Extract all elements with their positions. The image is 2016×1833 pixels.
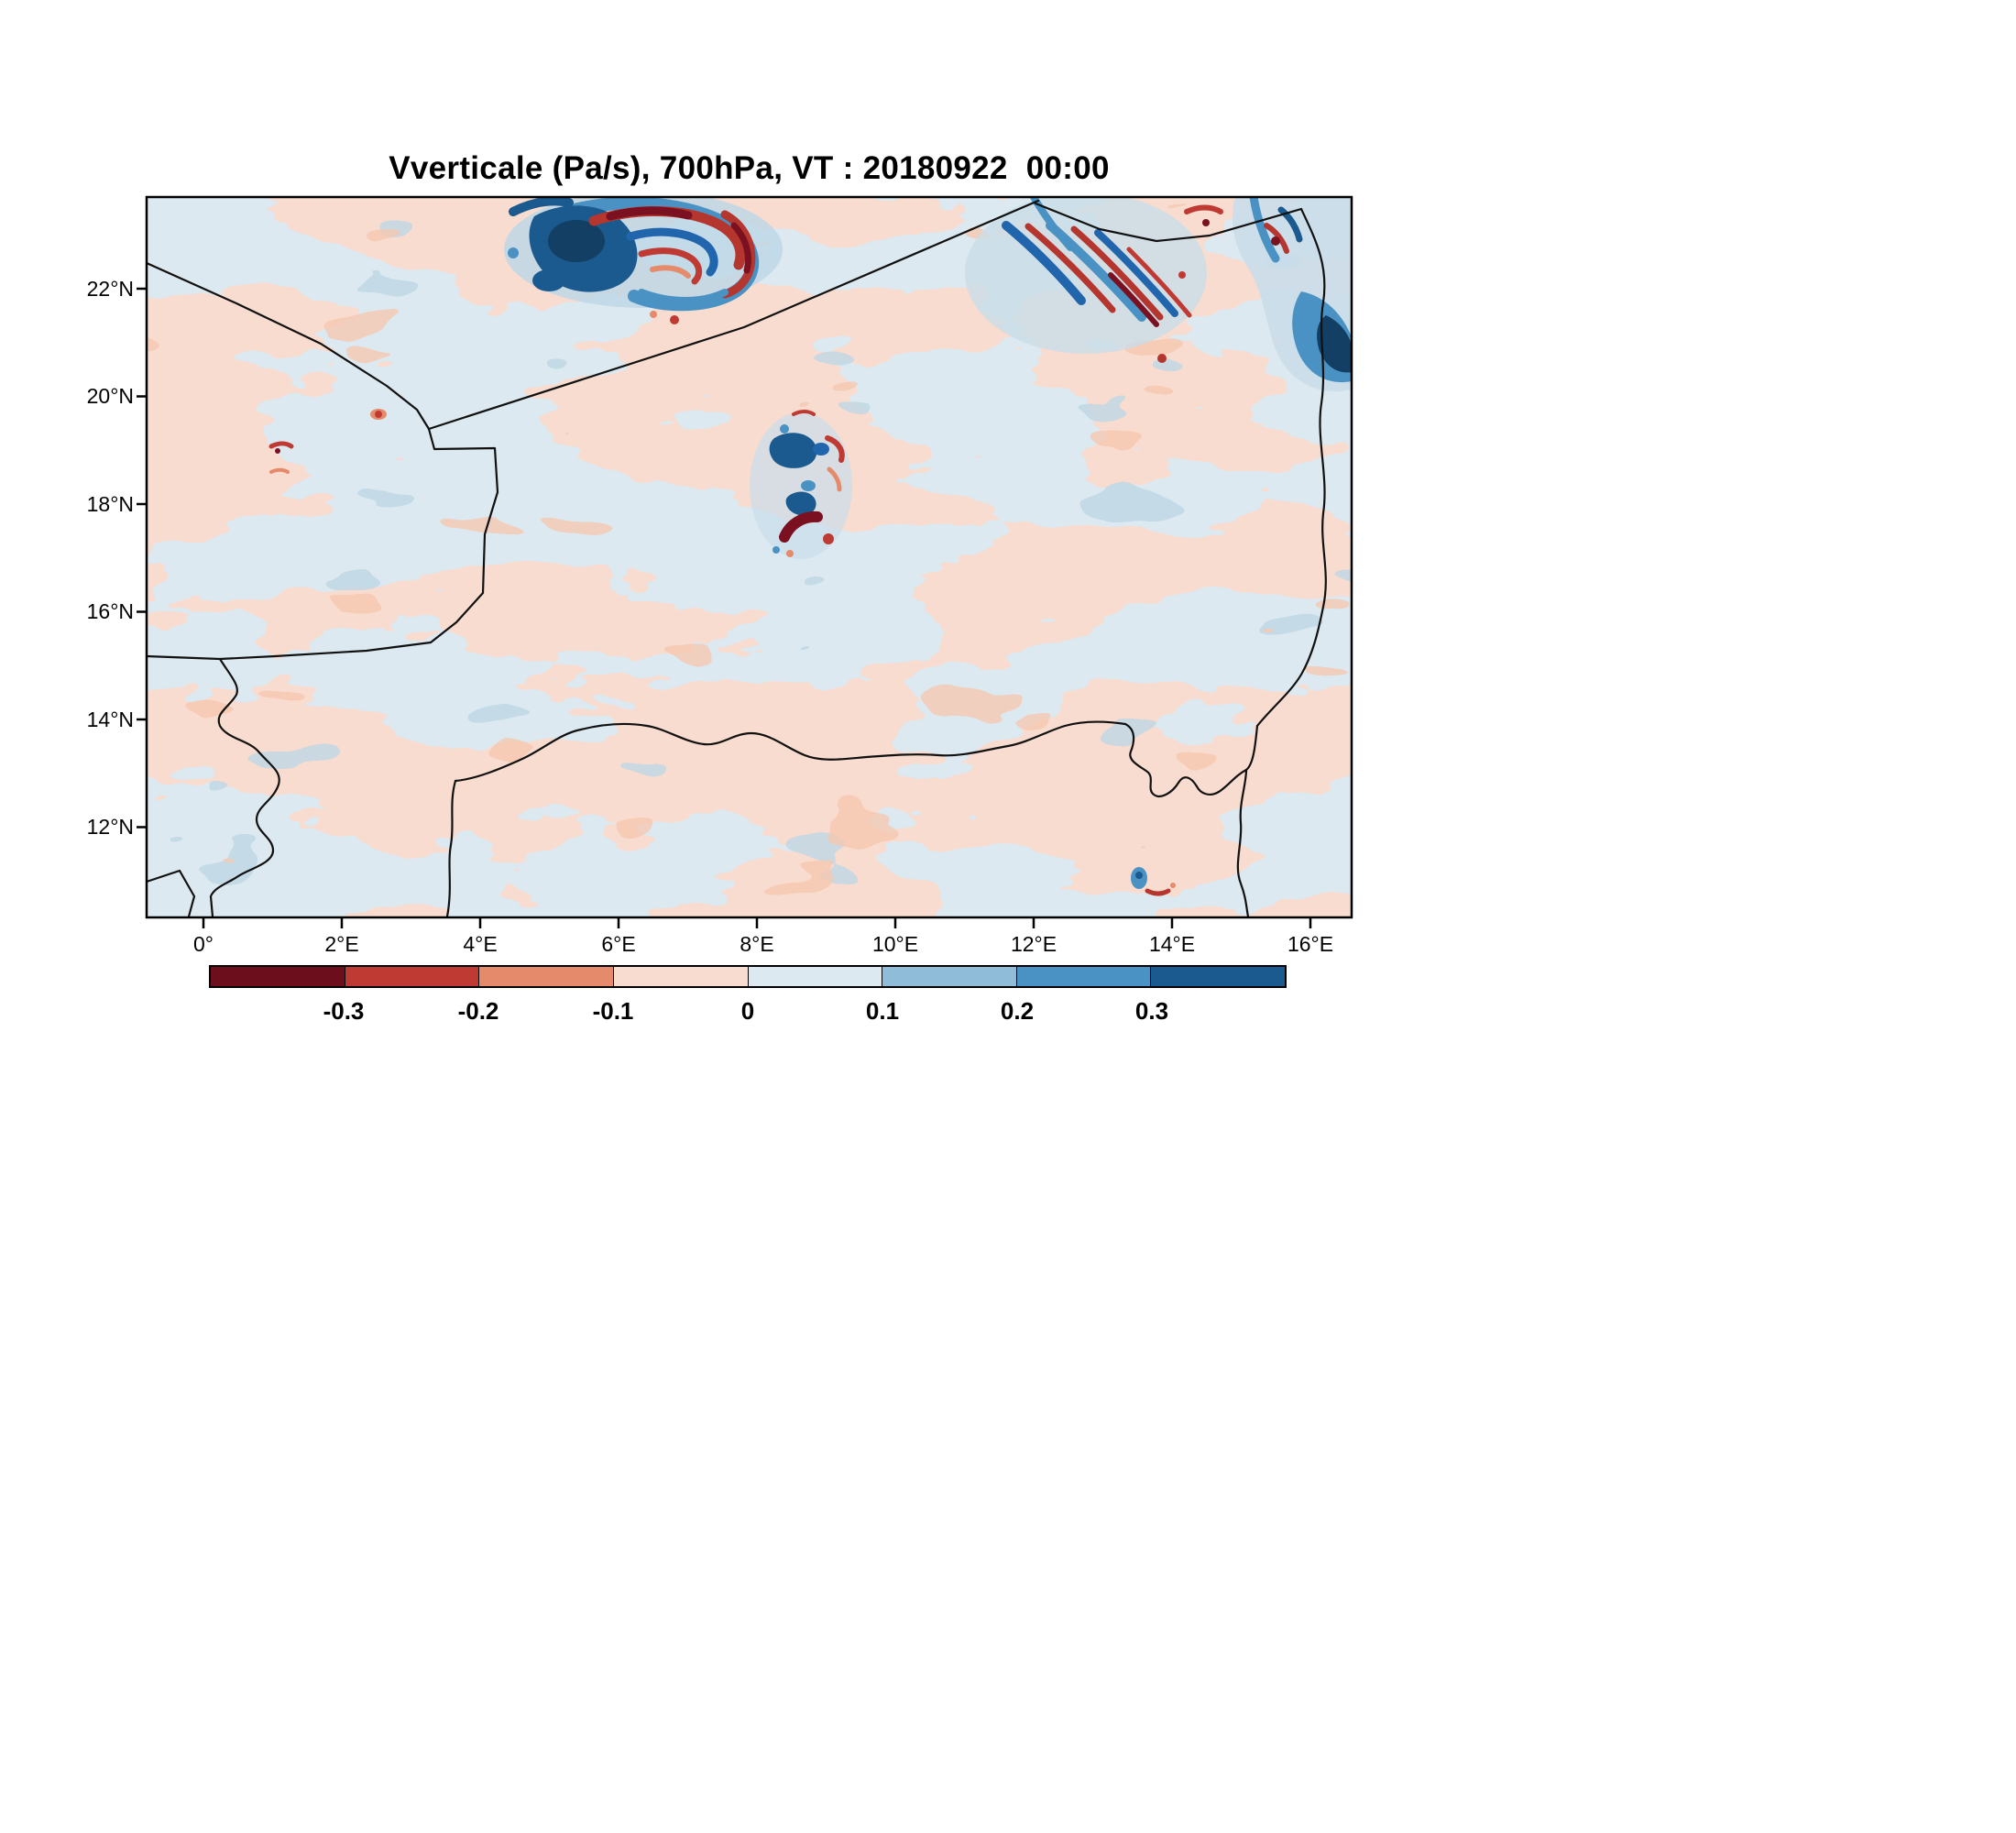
x-tick-label: 4°E: [463, 932, 498, 956]
colorbar-segment: [612, 967, 748, 986]
y-tick-label: 20°N: [86, 384, 134, 408]
border-lake-chad: [1123, 722, 1259, 797]
feature-wave-train: [965, 197, 1223, 363]
x-tick-label: 16°E: [1287, 932, 1334, 956]
y-tick-label: 12°N: [86, 815, 134, 839]
colorbar-tick-label: 0.3: [1134, 997, 1169, 1025]
colorbar-tick-label: -0.3: [323, 997, 365, 1025]
map-frame-and-ticks: [137, 195, 1353, 928]
colorbar-tick-label: 0.2: [1000, 997, 1035, 1025]
feature-small-spots-west: [268, 409, 387, 474]
border-niger-nigeria: [454, 720, 1127, 783]
border-algeria-mali: [147, 261, 431, 431]
x-tick-label: 10°E: [871, 932, 919, 956]
x-tick-label: 0°: [193, 932, 214, 956]
x-tick-label: 2°E: [324, 932, 359, 956]
colorbar: [209, 965, 1287, 988]
colorbar-segment: [478, 967, 613, 986]
feature-cyclonic-swirl: [504, 197, 783, 324]
country-borders: [147, 199, 1327, 917]
colorbar-tick-label: -0.1: [592, 997, 634, 1025]
feature-isolated-cells: [750, 410, 852, 559]
colorbar-segment: [211, 967, 345, 986]
border-southwest-sliver: [147, 869, 196, 917]
y-tick-label: 14°N: [86, 708, 134, 731]
x-tick-label: 6°E: [601, 932, 636, 956]
border-burkina-benin: [209, 657, 280, 917]
colorbar-segment: [747, 967, 882, 986]
colorbar-segment: [344, 967, 479, 986]
y-tick-label: 22°N: [86, 277, 134, 301]
map-frame: [145, 195, 1353, 919]
border-niger-libya: [1034, 202, 1303, 243]
border-mali-niger: [147, 427, 499, 661]
y-tick-label: 18°N: [86, 492, 134, 516]
y-axis-ticks: [137, 287, 147, 829]
border-niger-chad: [1255, 207, 1327, 728]
chart-title: Vverticale (Pa/s), 700hPa, VT : 20180922…: [389, 150, 1110, 186]
colorbar-tick-label: -0.2: [457, 997, 499, 1025]
colorbar-segment: [882, 967, 1016, 986]
y-tick-label: 16°N: [86, 599, 134, 623]
feature-small-spot-south: [1131, 867, 1176, 896]
colorbar-tick-label: 0: [740, 997, 755, 1025]
colorbar-segment: [1150, 967, 1285, 986]
colorbar-tick-label: 0.1: [865, 997, 900, 1025]
border-benin-nigeria: [445, 779, 457, 917]
colorbar-segment: [1015, 967, 1151, 986]
x-axis-ticks: [202, 917, 1312, 928]
x-tick-label: 12°E: [1010, 932, 1057, 956]
border-algeria-niger: [427, 199, 1040, 431]
border-chad-cameroon: [1236, 768, 1250, 917]
x-tick-label: 14°E: [1148, 932, 1196, 956]
x-tick-label: 8°E: [740, 932, 774, 956]
